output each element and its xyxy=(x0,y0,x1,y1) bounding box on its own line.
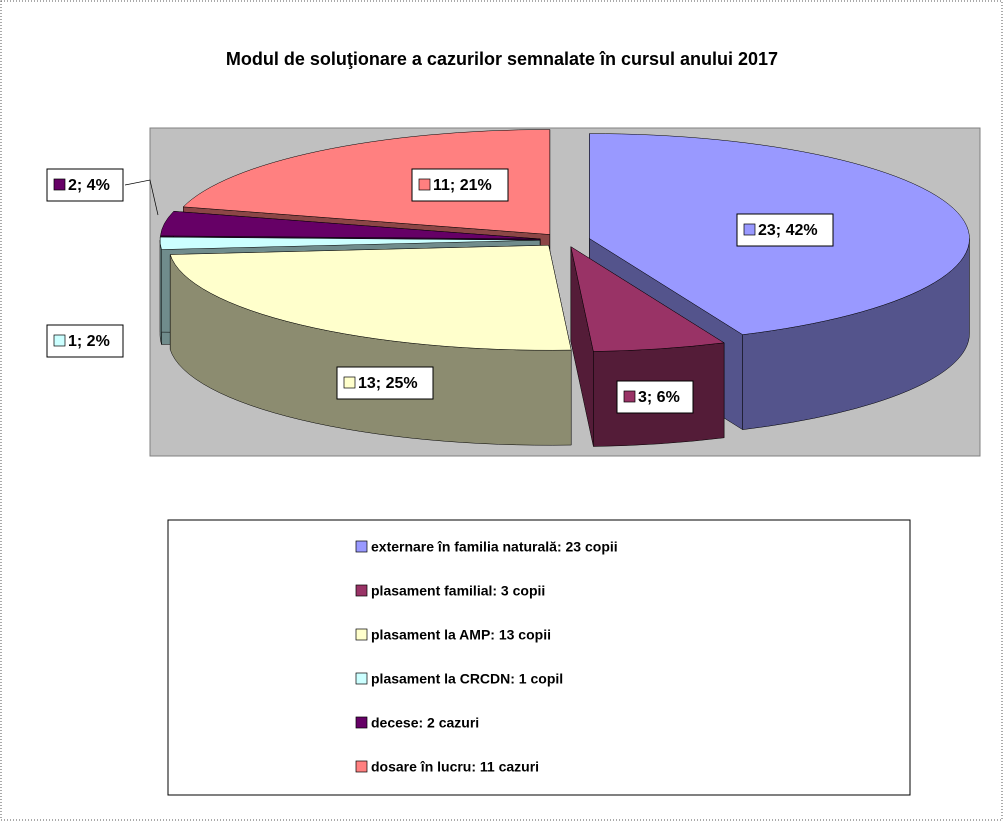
data-label-key xyxy=(343,376,356,389)
data-label-box xyxy=(411,168,509,202)
data-label: 1; 2% xyxy=(68,333,110,350)
slice-top xyxy=(570,246,725,352)
data-label: 23; 42% xyxy=(758,222,818,239)
data-label-key xyxy=(743,223,756,236)
slice-top xyxy=(169,244,572,351)
leader-line xyxy=(124,179,159,216)
chart-title: Modul de soluţionare a cazurilor semnala… xyxy=(226,49,778,69)
data-label-key xyxy=(53,334,66,347)
data-label-key xyxy=(418,178,431,191)
legend-label: dosare în lucru: 11 cazuri xyxy=(371,759,539,775)
data-label: 2; 4% xyxy=(68,177,110,194)
data-label: 11; 21% xyxy=(433,177,492,194)
legend-key xyxy=(355,716,368,729)
slice-top xyxy=(160,211,541,240)
data-label-key xyxy=(53,178,66,191)
slice-top xyxy=(159,236,541,250)
legend-key xyxy=(355,672,368,685)
legend-key xyxy=(355,628,368,641)
pie-slice xyxy=(169,244,572,446)
legend-key xyxy=(355,584,368,597)
legend-label: decese: 2 cazuri xyxy=(371,715,479,731)
slice-wall xyxy=(159,240,162,345)
data-label-box xyxy=(336,366,434,400)
legend-label: plasament la CRCDN: 1 copil xyxy=(371,671,563,687)
slice-top xyxy=(182,129,551,235)
legend-label: externare în familia naturală: 23 copii xyxy=(371,539,618,555)
data-label: 13; 25% xyxy=(358,375,418,392)
legend-label: plasament familial: 3 copii xyxy=(371,583,545,599)
legend-label: plasament la AMP: 13 copii xyxy=(371,627,551,643)
legend xyxy=(167,519,911,796)
legend-key xyxy=(355,760,368,773)
legend-key xyxy=(355,540,368,553)
data-label-key xyxy=(623,390,636,403)
data-label: 3; 6% xyxy=(638,389,680,406)
